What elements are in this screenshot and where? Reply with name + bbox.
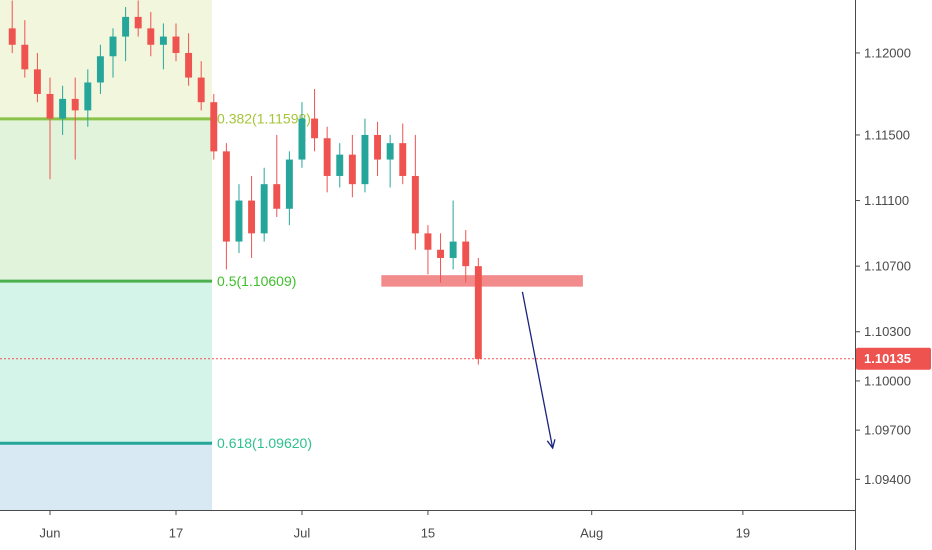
candle-body — [361, 134, 369, 185]
candle-body — [336, 154, 344, 176]
axis-bg — [0, 510, 932, 550]
fib-zone — [0, 0, 213, 119]
candle-body — [59, 98, 67, 119]
candle-body — [96, 56, 104, 83]
x-tick-label: 19 — [736, 525, 750, 540]
axis-bg — [855, 0, 932, 550]
last-price-tag — [856, 347, 931, 370]
support-zone — [381, 275, 583, 287]
candle-body — [298, 118, 306, 160]
fib-zone — [0, 118, 213, 282]
candle-body — [8, 28, 16, 45]
fib-label: 0.618(1.09620) — [217, 435, 312, 451]
candle-body — [449, 241, 457, 258]
y-tick-label: 1.11100 — [864, 193, 909, 208]
candle-body — [159, 36, 167, 45]
x-tick-label: Jun — [40, 525, 61, 540]
candle-body — [71, 98, 79, 111]
candle-body — [210, 102, 218, 152]
candle-body — [172, 36, 180, 53]
candle-body — [235, 200, 243, 242]
candle-body — [260, 184, 268, 234]
x-tick-label: 15 — [421, 525, 435, 540]
arrow-head — [546, 439, 556, 450]
candle-body — [185, 52, 193, 78]
candle-body — [109, 36, 117, 57]
candle-body — [21, 44, 29, 70]
candle-body — [386, 143, 394, 160]
y-tick-label: 1.10300 — [864, 324, 911, 339]
y-tick-label: 1.10700 — [864, 259, 911, 274]
fib-label: 0.5(1.10609) — [217, 273, 296, 289]
candle-body — [46, 93, 54, 119]
candle-body — [437, 249, 445, 258]
candle-body — [122, 16, 130, 37]
y-tick-label: 1.11500 — [864, 127, 910, 142]
fib-zone — [0, 281, 213, 444]
candle-body — [462, 241, 470, 267]
x-tick-label: Jul — [294, 525, 311, 540]
candle-body — [84, 82, 92, 111]
y-tick-label: 1.10000 — [864, 373, 911, 388]
y-tick-label: 1.09700 — [864, 423, 911, 438]
y-tick-label: 1.09400 — [864, 472, 911, 487]
candle-body — [424, 233, 432, 250]
candle-body — [273, 184, 281, 209]
candle-body — [399, 143, 407, 176]
candle-body — [323, 138, 331, 176]
candle-body — [348, 154, 356, 185]
candle-body — [147, 28, 155, 45]
y-tick-label: 1.12000 — [864, 45, 911, 60]
candle-body — [248, 200, 256, 234]
candle-body — [197, 77, 205, 103]
x-tick-label: 17 — [169, 525, 183, 540]
fib-zone — [0, 443, 213, 510]
candle-body — [311, 118, 319, 139]
candle-body — [222, 151, 230, 242]
fib-label: 0.382(1.11598) — [217, 111, 311, 127]
candle-body — [411, 175, 419, 234]
x-tick-label: Aug — [580, 525, 603, 540]
last-price-label: 1.10135 — [864, 351, 911, 366]
candle-body — [33, 69, 41, 94]
candle-body — [474, 266, 482, 359]
candle-body — [285, 159, 293, 209]
candle-body — [374, 134, 382, 160]
arrow — [521, 291, 554, 449]
candle-body — [134, 16, 142, 29]
